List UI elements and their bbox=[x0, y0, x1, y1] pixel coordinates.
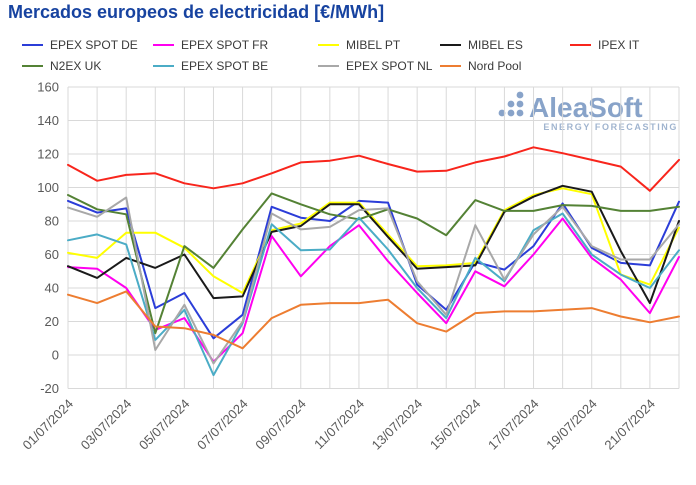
legend-label: IPEX IT bbox=[598, 38, 640, 52]
aleasoft-dots-icon bbox=[498, 90, 525, 122]
legend-swatch bbox=[318, 43, 339, 47]
legend-label: Nord Pool bbox=[468, 59, 522, 73]
svg-text:09/07/2024: 09/07/2024 bbox=[252, 396, 309, 453]
svg-text:19/07/2024: 19/07/2024 bbox=[543, 396, 600, 453]
legend-label: MIBEL PT bbox=[346, 38, 401, 52]
aleasoft-brand: AleaSoft bbox=[529, 92, 643, 123]
legend: EPEX SPOT DE EPEX SPOT FR MIBEL PT MIBEL ES… bbox=[22, 38, 682, 73]
aleasoft-tagline: ENERGY FORECASTING bbox=[543, 122, 678, 132]
svg-text:0: 0 bbox=[52, 348, 59, 363]
x-axis-tick-labels: 01/07/2024 03/07/2024 05/07/2024 07/07/2024… bbox=[19, 396, 658, 453]
chart-title: Mercados europeos de electricidad [€/MWh… bbox=[8, 2, 385, 22]
legend-item-epex-spot-fr: EPEX SPOT FR bbox=[153, 38, 318, 52]
svg-text:05/07/2024: 05/07/2024 bbox=[136, 396, 193, 453]
svg-text:07/07/2024: 07/07/2024 bbox=[194, 396, 251, 453]
y-axis-tick-labels: -20 0 20 40 60 80 100 120 140 160 bbox=[37, 80, 59, 397]
series-line-nord-pool bbox=[67, 290, 680, 350]
svg-text:13/07/2024: 13/07/2024 bbox=[369, 396, 426, 453]
legend-item-mibel-es: MIBEL ES bbox=[440, 38, 570, 52]
legend-item-n2ex-uk: N2EX UK bbox=[22, 59, 153, 73]
legend-swatch bbox=[22, 43, 43, 47]
series-line-epex-spot-nl bbox=[67, 196, 680, 365]
svg-text:20: 20 bbox=[45, 314, 59, 329]
legend-label: N2EX UK bbox=[50, 59, 102, 73]
svg-text:60: 60 bbox=[45, 247, 59, 262]
svg-text:100: 100 bbox=[37, 180, 59, 195]
svg-text:40: 40 bbox=[45, 281, 59, 296]
svg-text:120: 120 bbox=[37, 147, 59, 162]
svg-text:140: 140 bbox=[37, 113, 59, 128]
series-line-mibel-es bbox=[67, 184, 680, 305]
svg-text:21/07/2024: 21/07/2024 bbox=[601, 396, 658, 453]
svg-text:01/07/2024: 01/07/2024 bbox=[19, 396, 76, 453]
legend-item-ipex-it: IPEX IT bbox=[570, 38, 682, 52]
legend-swatch bbox=[440, 43, 461, 47]
legend-label: MIBEL ES bbox=[468, 38, 523, 52]
svg-text:17/07/2024: 17/07/2024 bbox=[485, 396, 542, 453]
legend-item-mibel-pt: MIBEL PT bbox=[318, 38, 440, 52]
legend-swatch bbox=[318, 64, 339, 68]
legend-label: EPEX SPOT DE bbox=[50, 38, 138, 52]
svg-text:80: 80 bbox=[45, 214, 59, 229]
legend-swatch bbox=[153, 64, 174, 68]
svg-text:03/07/2024: 03/07/2024 bbox=[78, 396, 135, 453]
series-line-mibel-pt bbox=[67, 187, 680, 294]
legend-swatch bbox=[570, 43, 591, 47]
legend-item-epex-spot-nl: EPEX SPOT NL bbox=[318, 59, 440, 73]
legend-item-epex-spot-be: EPEX SPOT BE bbox=[153, 59, 318, 73]
legend-label: EPEX SPOT NL bbox=[346, 59, 433, 73]
legend-swatch bbox=[440, 64, 461, 68]
series-line-n2ex-uk bbox=[67, 192, 680, 335]
series-line-ipex-it bbox=[67, 146, 680, 192]
svg-text:160: 160 bbox=[37, 80, 59, 95]
svg-text:11/07/2024: 11/07/2024 bbox=[311, 396, 367, 452]
legend-item-epex-spot-de: EPEX SPOT DE bbox=[22, 38, 153, 52]
legend-label: EPEX SPOT BE bbox=[181, 59, 269, 73]
legend-label: EPEX SPOT FR bbox=[181, 38, 269, 52]
legend-item-nord-pool: Nord Pool bbox=[440, 59, 570, 73]
legend-swatch bbox=[153, 43, 174, 47]
legend-swatch bbox=[22, 64, 43, 68]
aleasoft-logo: AleaSoft ENERGY FORECASTING bbox=[498, 90, 678, 132]
svg-text:15/07/2024: 15/07/2024 bbox=[427, 396, 484, 453]
svg-text:-20: -20 bbox=[40, 381, 59, 396]
series-line-epex-spot-be bbox=[67, 212, 680, 377]
